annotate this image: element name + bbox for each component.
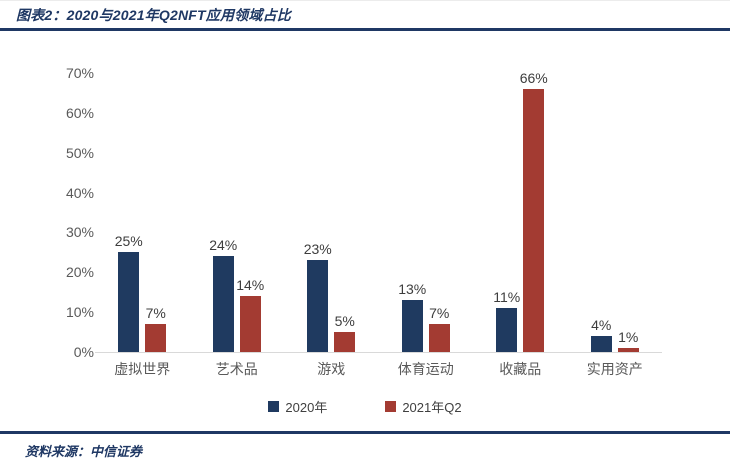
bar-value-label: 23% [303, 241, 332, 258]
bar-value-label: 25% [114, 233, 143, 250]
bar-group: 11% 66% [473, 70, 568, 352]
bar-value-label: 24% [209, 237, 238, 254]
y-tick-label: 70% [65, 65, 94, 81]
legend-label: 2021年Q2 [402, 400, 462, 415]
category-label: 艺术品 [215, 361, 258, 377]
bar: 25% [115, 233, 143, 352]
category-label: 实用资产 [586, 361, 643, 377]
legend: 2020年 2021年Q2 [0, 397, 730, 416]
bar-group: 25% 7% [95, 73, 190, 352]
source-label: 资料来源：中信证券 [25, 444, 143, 459]
bar-group: 4% 1% [568, 73, 663, 352]
figure-title: 图表2：2020与2021年Q2NFT应用领域占比 [16, 6, 291, 23]
bar: 23% [304, 241, 332, 352]
y-tick-label: 0% [73, 344, 94, 360]
legend-item: 2021年Q2 [385, 397, 462, 416]
y-tick-label: 50% [65, 144, 94, 161]
bar-value-label: 4% [591, 317, 612, 334]
bar-value-label: 1% [618, 329, 639, 346]
bar: 5% [334, 313, 356, 352]
category-label: 游戏 [317, 361, 346, 377]
category-label: 收藏品 [499, 361, 542, 377]
y-tick-label: 20% [65, 264, 94, 281]
legend-swatch [385, 401, 397, 412]
category-label: 虚拟世界 [114, 361, 171, 377]
bar: 7% [145, 305, 167, 352]
y-tick-label: 60% [65, 104, 94, 121]
figure-header: 图表2：2020与2021年Q2NFT应用领域占比 [0, 1, 730, 31]
legend-label: 2020年 [285, 400, 328, 415]
bar-value-label: 66% [519, 69, 548, 86]
y-tick-label: 40% [65, 184, 94, 201]
bar: 13% [398, 281, 426, 352]
x-axis: 虚拟世界 艺术品 游戏 体育运动 收藏品 实用资产 [95, 359, 662, 379]
bar-value-label: 7% [145, 305, 166, 322]
plot-area: 25% 7% 24% 14% 23% 5% 13% 7% 11% 66% 4% 1% [95, 70, 663, 353]
bar: 1% [617, 329, 639, 352]
bar-value-label: 7% [429, 305, 450, 322]
y-tick-label: 10% [65, 304, 94, 321]
bar-value-label: 5% [334, 313, 355, 330]
bar-group: 13% 7% [379, 73, 474, 352]
bar: 11% [493, 289, 520, 352]
bar: 24% [209, 237, 237, 352]
legend-swatch [268, 401, 280, 412]
bar-value-label: 14% [236, 277, 265, 294]
bar: 4% [590, 317, 612, 352]
bar-group: 23% 5% [284, 73, 379, 352]
legend-item: 2020年 [268, 397, 327, 416]
category-label: 体育运动 [397, 361, 454, 377]
bar: 7% [428, 305, 450, 352]
y-tick-label: 30% [65, 224, 94, 241]
bar-value-label: 11% [493, 289, 521, 306]
bar-value-label: 13% [398, 281, 427, 298]
bar: 66% [520, 70, 548, 352]
bar: 14% [236, 277, 264, 352]
bar-group: 24% 14% [190, 73, 285, 352]
figure-footer: 资料来源：中信证券 [0, 431, 730, 461]
